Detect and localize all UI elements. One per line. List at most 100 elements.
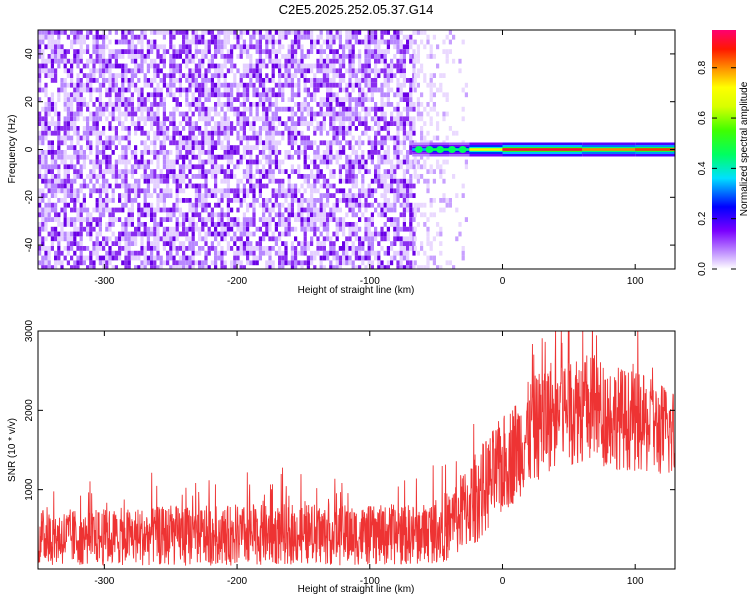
heat-cell	[300, 260, 304, 266]
heat-cell	[233, 260, 237, 266]
heat-cell	[204, 106, 208, 112]
heat-cell	[322, 207, 326, 213]
heat-cell	[73, 111, 77, 117]
heat-cell	[156, 130, 160, 136]
heat-cell	[290, 121, 294, 126]
heat-cell	[338, 154, 342, 160]
heat-cell	[86, 34, 90, 40]
heat-cell	[127, 54, 131, 59]
heat-cell	[50, 159, 54, 165]
heat-cell	[191, 222, 195, 227]
heat-cell	[423, 44, 427, 50]
heat-cell	[57, 246, 61, 251]
heat-cell	[210, 30, 214, 35]
heat-cell	[79, 231, 83, 237]
heat-cell	[156, 231, 160, 237]
heat-cell	[319, 202, 323, 208]
heat-cell	[89, 87, 93, 93]
heat-cell	[380, 265, 384, 269]
heat-cell	[332, 111, 336, 117]
heat-cell	[201, 217, 205, 222]
heat-cell	[361, 202, 365, 208]
heat-cell	[185, 116, 189, 122]
heat-cell	[329, 207, 333, 213]
heat-cell	[95, 34, 99, 40]
heat-cell	[153, 217, 157, 222]
heat-cell	[230, 30, 234, 35]
heat-cell	[156, 54, 160, 59]
heat-cell	[178, 183, 182, 189]
heat-cell	[226, 68, 230, 74]
heat-cell	[342, 178, 346, 184]
heat-cell	[271, 178, 275, 184]
heat-cell	[354, 54, 358, 59]
heat-cell	[342, 164, 346, 170]
heat-cell	[146, 159, 150, 165]
colorbar-tick-label: 0.4	[697, 161, 708, 175]
heat-cell	[47, 130, 51, 136]
heat-cell	[278, 183, 282, 189]
heat-cell	[38, 54, 42, 59]
heat-cell	[159, 260, 163, 266]
heat-cell	[436, 222, 440, 227]
heat-cell	[169, 54, 173, 59]
heat-cell	[386, 207, 390, 213]
heat-cell	[338, 126, 342, 131]
heat-cell	[50, 183, 54, 189]
heat-cell	[201, 222, 205, 227]
heat-cell	[274, 159, 278, 165]
heat-cell	[319, 106, 323, 112]
heat-cell	[95, 241, 99, 246]
heat-cell	[445, 49, 449, 54]
heat-cell	[70, 135, 74, 141]
heat-cell	[262, 49, 266, 54]
heat-cell	[50, 140, 54, 146]
heat-cell	[118, 73, 122, 78]
heat-cell	[432, 212, 436, 218]
heat-cell	[383, 231, 387, 237]
heat-cell	[127, 140, 131, 146]
heat-cell	[393, 34, 397, 40]
heat-cell	[79, 92, 83, 98]
heat-cell	[364, 169, 368, 174]
y-tick-label: 40	[24, 48, 35, 60]
heat-cell	[57, 111, 61, 117]
heat-cell	[409, 116, 413, 122]
heat-cell	[162, 260, 166, 266]
heat-cell	[335, 49, 339, 54]
heat-cell	[303, 159, 307, 165]
heat-cell	[294, 44, 298, 50]
heat-cell	[380, 212, 384, 218]
heat-cell	[316, 236, 320, 242]
heat-cell	[374, 44, 378, 50]
heat-cell	[127, 222, 131, 227]
heat-cell	[118, 140, 122, 146]
heat-cell	[322, 150, 326, 155]
heat-cell	[127, 159, 131, 165]
heat-cell	[185, 154, 189, 160]
heat-cell	[310, 34, 314, 40]
heat-cell	[402, 193, 406, 198]
heat-cell	[342, 97, 346, 102]
heat-cell	[233, 241, 237, 246]
heat-cell	[322, 250, 326, 256]
heat-cell	[89, 73, 93, 78]
heat-cell	[124, 202, 128, 208]
heat-cell	[370, 246, 374, 251]
heat-cell	[281, 241, 285, 246]
heat-cell	[201, 49, 205, 54]
heat-cell	[124, 68, 128, 74]
heat-cell	[255, 178, 259, 184]
heat-cell	[41, 255, 45, 261]
heat-cell	[345, 130, 349, 136]
heat-cell	[393, 63, 397, 69]
heat-cell	[207, 49, 211, 54]
heat-cell	[313, 212, 317, 218]
heat-cell	[370, 222, 374, 227]
heat-cell	[150, 207, 154, 213]
heat-cell	[329, 97, 333, 102]
heat-cell	[223, 150, 227, 155]
heat-cell	[188, 183, 192, 189]
heat-cell	[390, 178, 394, 184]
heat-cell	[134, 34, 138, 40]
